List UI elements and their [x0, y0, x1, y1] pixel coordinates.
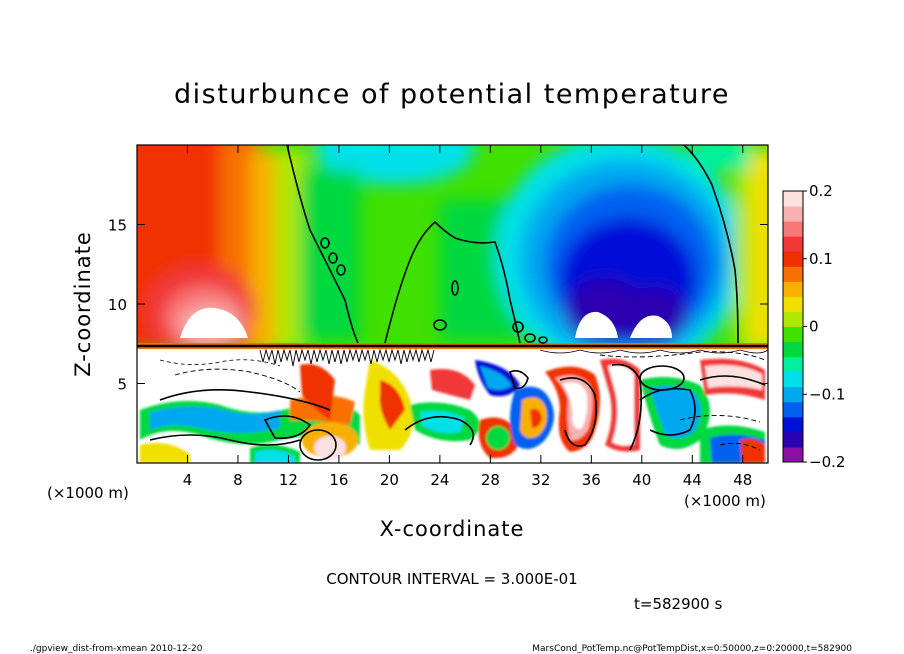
colorbar-tick-label: 0.1	[809, 250, 833, 268]
x-tick-label: 40	[632, 471, 651, 489]
x-tick-label: 44	[683, 471, 702, 489]
colorbar-swatch	[783, 341, 803, 358]
colorbar-swatch	[783, 221, 803, 237]
colorbar-swatch	[783, 296, 803, 312]
colorbar	[782, 190, 804, 463]
chart-title: disturbunce of potential temperature	[174, 79, 730, 110]
x-unit-left: (×1000 m)	[47, 484, 129, 502]
colorbar-tick-label: 0.2	[809, 182, 833, 200]
x-axis-label: X-coordinate	[380, 517, 525, 541]
contour-interval: CONTOUR INTERVAL = 3.000E-01	[326, 570, 577, 588]
plot-area	[137, 145, 768, 463]
time-label: t=582900 s	[634, 595, 722, 613]
colorbar-swatch	[783, 206, 803, 222]
colorbar-swatch	[783, 251, 803, 267]
colorbar-swatch	[783, 281, 803, 297]
x-tick-label: 48	[733, 471, 752, 489]
colorbar-ticks: 0.2 0.1 0 −0.1 −0.2	[803, 182, 845, 471]
y-axis: 5 10 15	[108, 217, 768, 394]
footer-right: MarsCond_PotTemp.nc@PotTempDist,x=0:5000…	[532, 644, 852, 654]
colorbar-swatch	[783, 386, 803, 403]
x-tick-label: 20	[380, 471, 399, 489]
colorbar-tick-label: −0.2	[809, 453, 845, 471]
x-tick-label: 36	[582, 471, 601, 489]
footer-left: ./gpview_dist-from-xmean 2010-12-20	[30, 644, 203, 654]
y-tick-label: 15	[108, 217, 127, 235]
colorbar-swatch	[783, 236, 803, 252]
colorbar-swatch	[783, 401, 803, 418]
x-unit-right: (×1000 m)	[684, 492, 766, 510]
x-tick-label: 28	[481, 471, 500, 489]
x-tick-label: 8	[233, 471, 243, 489]
colorbar-swatch	[783, 356, 803, 373]
colorbar-swatch	[783, 311, 803, 327]
colorbar-swatch	[783, 326, 803, 343]
colorbar-swatch	[783, 416, 803, 433]
x-tick-label: 4	[183, 471, 193, 489]
colorbar-tick-label: 0	[809, 318, 819, 336]
y-tick-label: 10	[108, 296, 127, 314]
y-tick-label: 5	[117, 376, 127, 394]
y-axis-label: Z-coordinate	[71, 231, 95, 377]
colorbar-tick-label: −0.1	[809, 385, 845, 403]
x-tick-label: 24	[430, 471, 449, 489]
colorbar-swatch	[783, 431, 803, 448]
contour-lines	[149, 145, 766, 461]
colorbar-swatch	[783, 191, 803, 207]
x-tick-label: 16	[329, 471, 348, 489]
x-tick-label: 32	[531, 471, 550, 489]
x-tick-label: 12	[279, 471, 298, 489]
x-axis: 4 8 12 16 20 24 28 32 36 40 44 48	[183, 145, 752, 489]
colorbar-swatch	[783, 446, 803, 463]
colorbar-swatch	[783, 371, 803, 388]
colorbar-swatch	[783, 266, 803, 282]
